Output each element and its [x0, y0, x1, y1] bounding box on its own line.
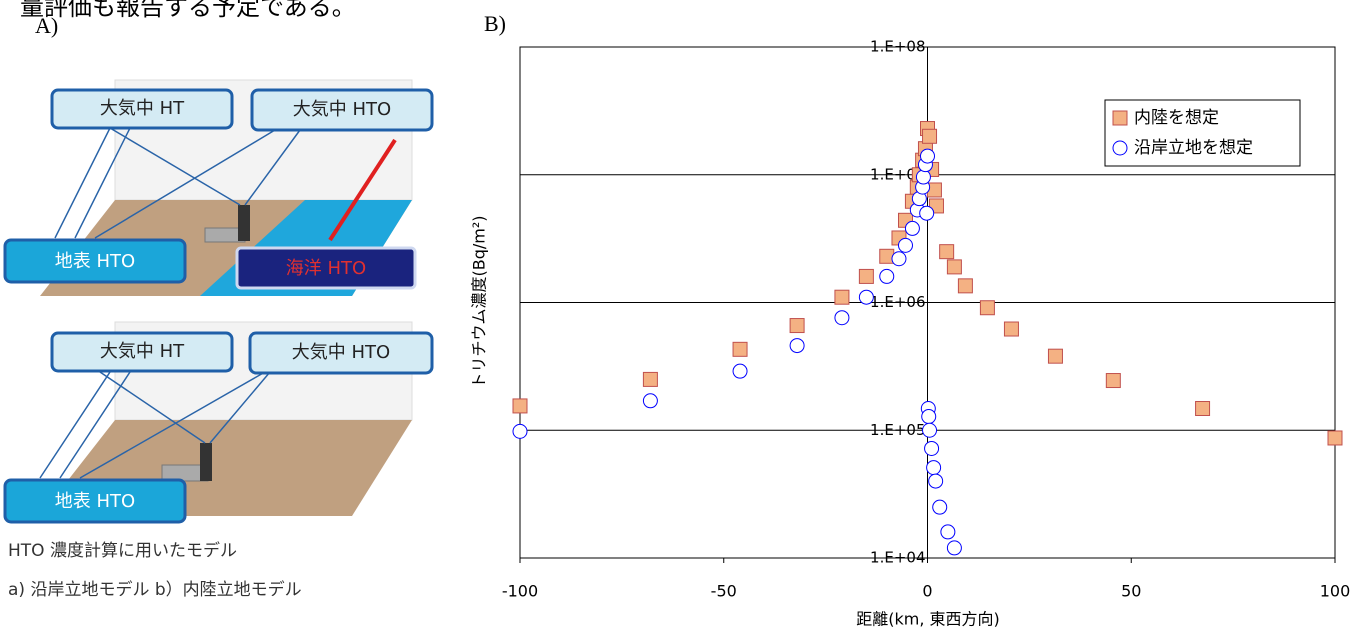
- marker: [926, 460, 942, 476]
- x-tick-label: -100: [502, 582, 538, 601]
- diagram-top: 大気中 HT 大気中 HTO 地表 HTO 海洋 HTO: [3, 79, 434, 296]
- box-label: 大気中 HTO: [292, 342, 390, 363]
- marker: [919, 205, 935, 221]
- x-tick-label: 50: [1121, 582, 1141, 601]
- marker: [921, 409, 937, 425]
- marker: [858, 289, 874, 305]
- diagram-bottom: 大気中 HT 大気中 HTO 地表 HTO: [3, 321, 434, 524]
- x-tick-label: 100: [1320, 582, 1351, 601]
- arrows: [54, 127, 301, 239]
- y-tick-label: 1.E+08: [870, 38, 925, 56]
- box: [3, 238, 187, 284]
- box: [235, 246, 417, 290]
- marker: [1047, 348, 1063, 364]
- arrow: [328, 138, 397, 242]
- caption: HTO 濃度計算に用いたモデル: [8, 540, 237, 561]
- box: [250, 88, 434, 132]
- marker: [512, 423, 528, 439]
- marker: [1195, 400, 1211, 416]
- box-label: 地表 HTO: [55, 251, 135, 272]
- marker: [879, 268, 895, 284]
- y-axis-label: トリチウム濃度(Bq/m²): [470, 215, 489, 388]
- marker: [922, 128, 938, 144]
- y-tick-label: 1.E+05: [870, 421, 925, 439]
- marker: [834, 289, 850, 305]
- legend-label: 内陸を想定: [1134, 108, 1219, 128]
- marker: [891, 251, 907, 267]
- y-tick-label: 1.E+04: [870, 549, 925, 567]
- marker: [932, 499, 948, 515]
- marker: [946, 540, 962, 556]
- x-tick-label: -50: [711, 582, 737, 601]
- marker: [1105, 373, 1121, 389]
- marker: [904, 220, 920, 236]
- marker: [939, 244, 955, 260]
- marker: [732, 341, 748, 357]
- marker: [915, 169, 931, 185]
- legend-marker: [1112, 110, 1128, 126]
- marker: [922, 422, 938, 438]
- box-label: 大気中 HTO: [293, 99, 391, 120]
- x-axis-label: 距離(km, 東西方向): [856, 610, 1000, 629]
- panel-label: B): [484, 11, 506, 36]
- marker: [789, 318, 805, 334]
- marker: [642, 393, 658, 409]
- marker: [834, 310, 850, 326]
- marker: [920, 148, 935, 164]
- marker: [940, 524, 956, 540]
- marker: [924, 440, 940, 456]
- box: [50, 88, 234, 130]
- legend: [1104, 99, 1301, 167]
- marker: [789, 338, 805, 354]
- box: [248, 331, 434, 375]
- box: [50, 331, 234, 373]
- marker: [1003, 321, 1019, 337]
- marker: [979, 300, 995, 316]
- legend-label: 沿岸立地を想定: [1134, 138, 1253, 158]
- marker: [512, 398, 528, 414]
- marker: [879, 248, 895, 264]
- header-text: 量評価も報告する予定である。: [20, 0, 356, 21]
- stack: [200, 443, 212, 481]
- arrows: [39, 371, 271, 479]
- x-tick-label: 0: [922, 582, 932, 601]
- box: [3, 478, 187, 524]
- y-tick-label: 1.E+07: [870, 165, 925, 183]
- marker: [957, 278, 973, 294]
- marker: [732, 363, 748, 379]
- box-label: 海洋 HTO: [286, 258, 366, 279]
- marker: [1327, 430, 1343, 446]
- panel-label: A): [35, 13, 58, 38]
- marker: [946, 259, 962, 275]
- box-label: 大気中 HT: [100, 98, 185, 119]
- stack: [238, 205, 250, 241]
- box-label: 地表 HTO: [55, 491, 135, 512]
- marker: [642, 371, 658, 387]
- caption: a) 沿岸立地モデル b）内陸立地モデル: [8, 579, 302, 600]
- marker: [858, 268, 874, 284]
- box-label: 大気中 HT: [100, 341, 185, 362]
- marker: [928, 473, 944, 489]
- y-tick-label: 1.E+06: [870, 293, 925, 311]
- legend-marker: [1112, 140, 1128, 156]
- marker: [897, 237, 913, 253]
